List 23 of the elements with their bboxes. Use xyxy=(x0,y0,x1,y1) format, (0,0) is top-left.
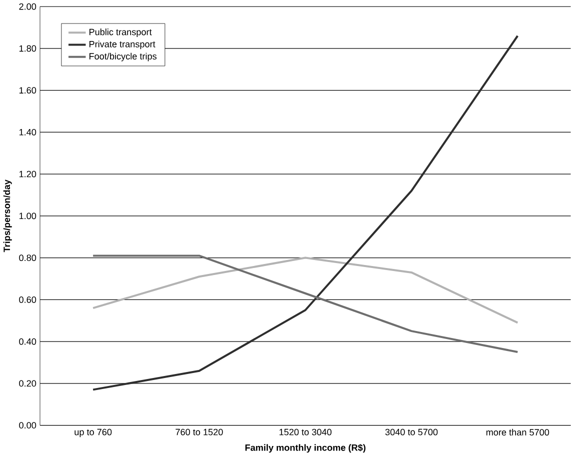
x-tick-label: more than 5700 xyxy=(486,428,550,436)
y-tick-label: 0.40 xyxy=(19,338,36,345)
x-tick-label: 1520 to 3040 xyxy=(280,428,332,436)
y-axis-title: Trips/person/day xyxy=(3,180,12,252)
legend-label: Private transport xyxy=(89,40,156,50)
y-tick-label: 0.80 xyxy=(19,254,36,262)
x-tick-label: 760 to 1520 xyxy=(176,428,223,436)
y-tick-label: 1.60 xyxy=(19,87,36,94)
line-series xyxy=(92,256,519,324)
line-series xyxy=(92,254,519,354)
x-tick-label: 3040 to 5700 xyxy=(385,428,438,436)
y-tick-label: 1.80 xyxy=(19,45,36,52)
y-tick-label: 1.40 xyxy=(19,128,36,136)
x-axis-title: Family monthly income (R$) xyxy=(245,444,366,453)
y-tick-label: 2.00 xyxy=(19,3,36,10)
y-tick-label: 0.00 xyxy=(19,422,36,429)
y-tick-label: 0.20 xyxy=(19,380,36,387)
y-tick-label: 1.00 xyxy=(19,212,36,220)
y-tick-label: 1.20 xyxy=(19,170,36,178)
legend-label: Public transport xyxy=(89,28,152,38)
legend-label: Foot/bicycle trips xyxy=(89,52,157,62)
y-tick-label: 0.60 xyxy=(19,296,36,303)
x-tick-label: up to 760 xyxy=(74,428,112,438)
